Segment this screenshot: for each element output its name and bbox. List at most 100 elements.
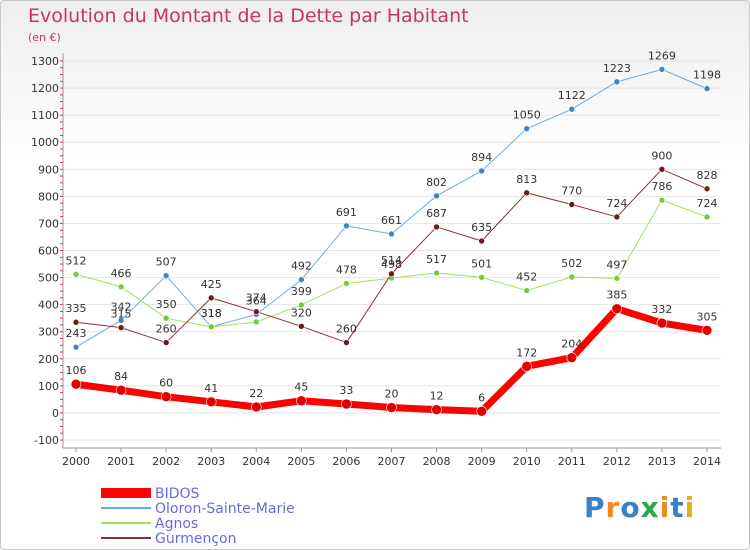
- data-point: [658, 165, 666, 173]
- data-label: 243: [66, 327, 87, 340]
- legend-swatch: [101, 488, 151, 498]
- data-label: 318: [201, 307, 222, 320]
- data-point: [658, 196, 666, 204]
- data-point: [162, 339, 170, 346]
- data-label: 350: [156, 298, 177, 311]
- data-point: [433, 269, 440, 277]
- y-tick-label: 300: [38, 326, 59, 339]
- data-point: [478, 274, 485, 281]
- data-label: 507: [156, 256, 177, 269]
- data-point: [568, 105, 576, 113]
- data-point: [115, 384, 127, 396]
- data-point: [613, 275, 621, 282]
- logo-letter: P: [584, 491, 606, 524]
- y-tick-label: 600: [38, 245, 59, 258]
- x-tick-label: 2007: [378, 455, 406, 468]
- data-label: 335: [66, 302, 87, 315]
- data-label: 1122: [558, 89, 586, 102]
- data-label: 374: [246, 292, 267, 305]
- chart-title: Evolution du Montant de la Dette par Hab…: [28, 5, 469, 27]
- data-point: [72, 343, 80, 351]
- data-point: [431, 404, 442, 415]
- legend-label: BIDOS: [155, 486, 200, 502]
- logo-letter: r: [605, 491, 621, 524]
- data-point: [252, 318, 260, 326]
- x-tick-label: 2012: [603, 455, 631, 468]
- legend-label: Oloron-Sainte-Marie: [155, 501, 295, 517]
- data-point: [343, 280, 350, 287]
- x-tick-label: 2000: [62, 455, 90, 468]
- data-point: [162, 272, 170, 279]
- data-label: 106: [66, 364, 87, 377]
- data-point: [388, 270, 395, 278]
- data-point: [117, 317, 125, 324]
- data-label: 399: [291, 285, 312, 298]
- data-point: [523, 125, 531, 132]
- y-tick-label: 100: [38, 380, 59, 393]
- data-point: [252, 308, 260, 315]
- data-label: 770: [561, 184, 582, 197]
- x-tick-label: 2006: [332, 455, 360, 468]
- data-point: [207, 294, 215, 302]
- data-point: [566, 352, 578, 364]
- data-point: [160, 391, 172, 402]
- data-label: 478: [336, 264, 357, 277]
- y-tick-label: -100: [34, 434, 59, 447]
- data-label: 41: [204, 382, 218, 395]
- legend-label: Agnos: [155, 516, 198, 532]
- data-label: 1198: [693, 69, 721, 82]
- y-tick-label: 1000: [31, 136, 59, 149]
- data-label: 364: [246, 294, 267, 307]
- data-label: 452: [516, 271, 537, 284]
- data-point: [72, 318, 80, 326]
- data-point: [117, 283, 125, 291]
- data-point: [523, 189, 531, 197]
- data-point: [72, 271, 80, 278]
- data-point: [568, 201, 576, 208]
- data-point: [656, 317, 668, 329]
- data-point: [298, 301, 305, 309]
- data-point: [613, 78, 621, 86]
- x-tick-label: 2010: [513, 455, 541, 468]
- data-point: [478, 167, 485, 175]
- y-tick-label: 400: [38, 299, 59, 312]
- x-tick-label: 2008: [423, 455, 451, 468]
- data-label: 305: [697, 310, 718, 323]
- data-label: 687: [426, 207, 447, 220]
- y-tick-label: 200: [38, 353, 59, 366]
- data-point: [117, 324, 125, 331]
- data-point: [703, 213, 711, 221]
- data-point: [568, 273, 576, 281]
- x-tick-label: 2004: [242, 455, 270, 468]
- data-label: 501: [471, 257, 492, 270]
- data-label: 492: [291, 260, 312, 273]
- data-label: 320: [291, 306, 312, 319]
- data-label: 342: [111, 300, 132, 313]
- data-point: [658, 66, 666, 73]
- data-label: 813: [516, 173, 537, 186]
- data-label: 425: [201, 278, 222, 291]
- data-point: [207, 323, 215, 331]
- data-point: [388, 230, 395, 238]
- data-label: 497: [606, 258, 627, 271]
- data-label: 318: [201, 307, 222, 320]
- chart-subtitle: (en €): [28, 31, 61, 44]
- y-tick-label: 700: [38, 217, 59, 230]
- data-label: 33: [339, 384, 353, 397]
- y-tick-label: 900: [38, 163, 59, 176]
- data-label: 260: [156, 323, 177, 336]
- data-label: 84: [114, 370, 128, 383]
- legend-swatch: [101, 537, 151, 539]
- data-label: 260: [336, 323, 357, 336]
- data-point: [386, 402, 397, 413]
- data-label: 12: [430, 390, 444, 403]
- data-label: 724: [606, 197, 627, 210]
- data-point: [162, 314, 170, 322]
- data-point: [298, 322, 305, 330]
- x-tick-label: 2005: [287, 455, 315, 468]
- y-tick-label: 0: [52, 407, 59, 420]
- data-label: 20: [385, 388, 399, 401]
- data-point: [433, 192, 440, 200]
- data-label: 466: [111, 267, 132, 280]
